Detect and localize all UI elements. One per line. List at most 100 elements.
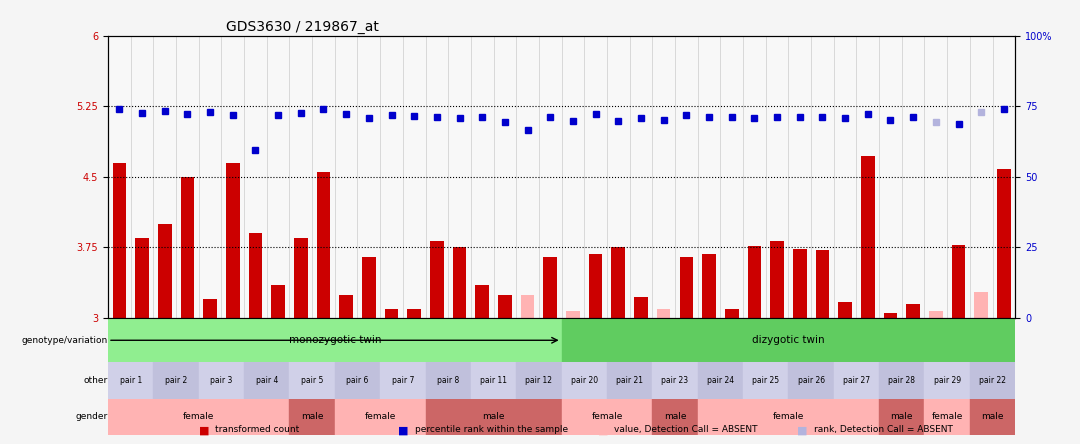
Text: pair 2: pair 2 <box>165 376 187 385</box>
Text: pair 5: pair 5 <box>301 376 323 385</box>
Bar <box>135 238 149 318</box>
Text: female: female <box>591 412 623 421</box>
Text: rank, Detection Call = ABSENT: rank, Detection Call = ABSENT <box>814 425 953 434</box>
Bar <box>471 362 516 399</box>
Bar <box>199 362 244 399</box>
Bar <box>747 246 761 318</box>
Text: pair 3: pair 3 <box>211 376 232 385</box>
Bar <box>316 172 330 318</box>
Bar <box>521 294 535 318</box>
Bar <box>702 254 716 318</box>
Text: female: female <box>364 412 396 421</box>
Bar <box>426 362 471 399</box>
Text: percentile rank within the sample: percentile rank within the sample <box>415 425 568 434</box>
Bar <box>997 169 1011 318</box>
Text: pair 20: pair 20 <box>570 376 598 385</box>
Text: male: male <box>891 412 913 421</box>
Bar <box>970 399 1015 435</box>
Bar <box>634 297 648 318</box>
Bar <box>589 254 603 318</box>
Text: pair 23: pair 23 <box>661 376 689 385</box>
Bar <box>679 257 693 318</box>
Text: pair 4: pair 4 <box>256 376 278 385</box>
Text: monozygotic twin: monozygotic twin <box>288 335 381 345</box>
Text: pair 29: pair 29 <box>933 376 961 385</box>
Text: pair 25: pair 25 <box>752 376 780 385</box>
Bar <box>970 362 1015 399</box>
Bar <box>543 257 557 318</box>
Bar <box>562 399 652 435</box>
Text: pair 1: pair 1 <box>120 376 141 385</box>
Bar <box>834 362 879 399</box>
Text: ■: ■ <box>199 425 210 436</box>
Text: pair 12: pair 12 <box>525 376 552 385</box>
Bar <box>652 362 698 399</box>
Text: pair 24: pair 24 <box>706 376 734 385</box>
Bar <box>289 362 335 399</box>
Bar <box>108 399 289 435</box>
Text: female: female <box>183 412 215 421</box>
Bar <box>516 362 562 399</box>
Text: pair 8: pair 8 <box>437 376 459 385</box>
Text: pair 6: pair 6 <box>347 376 368 385</box>
Bar <box>380 362 426 399</box>
Bar <box>924 362 970 399</box>
Text: pair 21: pair 21 <box>616 376 644 385</box>
Bar <box>974 292 988 318</box>
Bar <box>743 362 788 399</box>
Bar <box>339 294 353 318</box>
Bar <box>883 313 897 318</box>
Bar <box>652 399 698 435</box>
Bar <box>108 318 562 362</box>
Bar <box>335 399 426 435</box>
Bar <box>271 285 285 318</box>
Bar <box>562 362 607 399</box>
Text: gender: gender <box>76 412 108 421</box>
Text: GDS3630 / 219867_at: GDS3630 / 219867_at <box>226 20 379 35</box>
Bar <box>788 362 834 399</box>
Text: pair 11: pair 11 <box>480 376 508 385</box>
Text: transformed count: transformed count <box>215 425 299 434</box>
Bar <box>879 362 924 399</box>
Bar <box>607 362 652 399</box>
Bar <box>289 399 335 435</box>
Bar <box>426 399 562 435</box>
Bar <box>951 245 966 318</box>
Bar <box>335 362 380 399</box>
Bar <box>770 241 784 318</box>
Text: female: female <box>772 412 805 421</box>
Bar <box>108 362 153 399</box>
Text: genotype/variation: genotype/variation <box>22 336 108 345</box>
Bar <box>362 257 376 318</box>
Bar <box>226 163 240 318</box>
Bar <box>657 309 671 318</box>
Bar <box>407 309 421 318</box>
Bar <box>861 156 875 318</box>
Bar <box>112 163 126 318</box>
Bar <box>180 177 194 318</box>
Bar <box>815 250 829 318</box>
Text: male: male <box>664 412 686 421</box>
Bar <box>562 318 1015 362</box>
Bar <box>498 294 512 318</box>
Text: ■: ■ <box>399 425 409 436</box>
Text: value, Detection Call = ABSENT: value, Detection Call = ABSENT <box>615 425 758 434</box>
Text: other: other <box>84 376 108 385</box>
Bar <box>698 399 879 435</box>
Bar <box>924 399 970 435</box>
Text: male: male <box>301 412 323 421</box>
Bar <box>248 233 262 318</box>
Bar <box>929 310 943 318</box>
Text: dizygotic twin: dizygotic twin <box>752 335 825 345</box>
Bar <box>244 362 289 399</box>
Text: pair 28: pair 28 <box>889 376 916 385</box>
Bar <box>158 224 172 318</box>
Bar <box>203 299 217 318</box>
Bar <box>838 302 852 318</box>
Bar <box>725 309 739 318</box>
Text: ■: ■ <box>797 425 808 436</box>
Text: male: male <box>483 412 504 421</box>
Text: ■: ■ <box>598 425 608 436</box>
Bar <box>294 238 308 318</box>
Bar <box>384 309 399 318</box>
